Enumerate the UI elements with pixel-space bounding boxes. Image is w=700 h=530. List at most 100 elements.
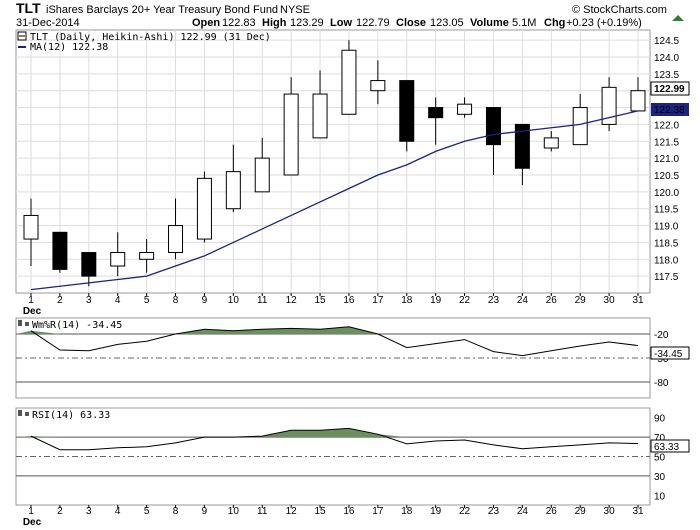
price-x-tick-label: 18 bbox=[401, 295, 413, 306]
bottom-month-label: Dec bbox=[23, 517, 42, 528]
ma-last-box bbox=[651, 103, 689, 116]
rsi-axis: 90 70 50 30 10 bbox=[654, 414, 666, 503]
candle-up bbox=[23, 214, 39, 240]
price-x-tick-label: 1 bbox=[28, 295, 34, 306]
indicator-tick-label: -20 bbox=[654, 330, 669, 341]
price-tick-label: 124.0 bbox=[654, 53, 679, 64]
price-x-tick-label: 2 bbox=[57, 295, 63, 306]
price-x-tick-label: 17 bbox=[372, 295, 384, 306]
bottom-x-tick-label: 5 bbox=[144, 506, 150, 517]
williams-r-last-label: -34.45 bbox=[654, 349, 683, 360]
price-x-tick-label: 11 bbox=[257, 295, 268, 306]
williams-r-overbought-fill bbox=[16, 326, 638, 334]
indicator-tick-label: 70 bbox=[654, 433, 666, 444]
price-x-tick-label: 12 bbox=[286, 295, 298, 306]
open-value: 122.83 bbox=[222, 17, 256, 29]
indicator-tick-label: 10 bbox=[654, 491, 666, 502]
chart-date: 31-Dec-2014 bbox=[16, 17, 80, 29]
bottom-x-tick-label: 11 bbox=[257, 506, 268, 517]
price-tick-label: 119.0 bbox=[654, 222, 679, 233]
bottom-x-tick-label: 15 bbox=[314, 506, 326, 517]
price-x-tick-label: 23 bbox=[488, 295, 500, 306]
bottom-x-tick-label: 3 bbox=[86, 506, 92, 517]
price-tick-label: 122.0 bbox=[654, 120, 679, 131]
price-x-tick-label: 29 bbox=[575, 295, 587, 306]
candle-up bbox=[254, 157, 270, 193]
ma-legend-label: MA(12) 122.38 bbox=[30, 42, 108, 53]
last-price-markers: 122.99 122.38 bbox=[650, 81, 690, 116]
brand-watermark: © StockCharts.com bbox=[572, 4, 667, 16]
candle-up bbox=[572, 107, 588, 146]
candle-up bbox=[457, 103, 473, 115]
bottom-x-tick-label: 10 bbox=[228, 506, 240, 517]
price-x-tick-label: 31 bbox=[632, 295, 644, 306]
high-value: 123.29 bbox=[290, 17, 324, 29]
bottom-x-tick-label: 4 bbox=[115, 506, 121, 517]
bottom-x-tick-label: 18 bbox=[401, 506, 413, 517]
rsi-line bbox=[30, 427, 639, 451]
candle-down bbox=[81, 252, 97, 277]
price-x-tick-label: 3 bbox=[86, 295, 92, 306]
price-x-tick-label: 22 bbox=[459, 295, 471, 306]
last-price-label: 122.99 bbox=[654, 84, 685, 95]
indicator-tick-label: 30 bbox=[654, 472, 666, 483]
price-x-tick-label: 30 bbox=[604, 295, 616, 306]
bottom-x-tick-label: 12 bbox=[286, 506, 298, 517]
bottom-x-tick-label: 1 bbox=[28, 506, 34, 517]
candle-down bbox=[52, 231, 68, 270]
volume-value: 5.1M bbox=[512, 17, 536, 29]
rsi-last-label: 63.33 bbox=[654, 442, 679, 453]
price-tick-label: 117.5 bbox=[654, 272, 679, 283]
price-tick-label: 124.5 bbox=[654, 36, 679, 47]
candle-up bbox=[168, 225, 184, 254]
exchange-label: NYSE bbox=[280, 4, 310, 16]
rsi-overbought-fill bbox=[16, 428, 638, 438]
low-label: Low bbox=[330, 17, 352, 29]
fund-name: iShares Barclays 20+ Year Treasury Bond … bbox=[46, 4, 278, 16]
bottom-x-tick-label: 9 bbox=[202, 506, 208, 517]
candle-down bbox=[399, 80, 415, 142]
close-label: Close bbox=[396, 17, 426, 29]
candle-up bbox=[370, 80, 386, 92]
candle-up bbox=[139, 252, 155, 260]
price-x-tick-label: 16 bbox=[343, 295, 355, 306]
candle-up bbox=[630, 90, 646, 112]
indicator-tick-label: 90 bbox=[654, 414, 666, 425]
candle-down bbox=[428, 107, 444, 119]
candle-up bbox=[312, 93, 328, 139]
williams-r-last-box bbox=[650, 346, 690, 360]
candle-up bbox=[225, 171, 241, 210]
price-legend-label: TLT (Daily, Heikin-Ashi) 122.99 (31 Dec) bbox=[30, 32, 271, 43]
bottom-x-tick-label: 2 bbox=[57, 506, 63, 517]
candle-up bbox=[283, 93, 299, 176]
bottom-x-tick-label: 16 bbox=[343, 506, 355, 517]
rsi-last-box bbox=[650, 439, 690, 453]
last-price-box bbox=[650, 81, 690, 96]
candle-up bbox=[196, 177, 212, 240]
price-grid bbox=[16, 30, 650, 293]
price-tick-label: 121.0 bbox=[654, 154, 679, 165]
candle-down bbox=[514, 123, 530, 169]
price-x-tick-label: 15 bbox=[314, 295, 326, 306]
change-value: +0.23 (+0.19%) bbox=[566, 17, 642, 29]
price-tick-label: 123.5 bbox=[654, 70, 679, 81]
change-label: Chg bbox=[544, 17, 565, 29]
candle-up bbox=[341, 49, 357, 115]
indicator-tick-label: 50 bbox=[654, 453, 666, 464]
price-tick-label: 118.0 bbox=[654, 255, 679, 266]
price-tick-label: 121.5 bbox=[654, 137, 679, 148]
bottom-x-tick-label: 26 bbox=[546, 506, 558, 517]
candle-down bbox=[485, 107, 501, 146]
bottom-x-tick-label: 17 bbox=[372, 506, 384, 517]
bottom-x-tick-label: 8 bbox=[173, 506, 179, 517]
price-x-axis: 1 2 3 4 5 8 9 10 11 12 15 16 17 18 19 22 23 24 26 29 30 31 bbox=[28, 293, 644, 306]
ma-last-label: 122.38 bbox=[654, 105, 685, 116]
williams-r-legend: Wm%R(14) -34.45 bbox=[32, 320, 122, 331]
close-value: 123.05 bbox=[430, 17, 464, 29]
high-label: High bbox=[262, 17, 287, 29]
price-x-tick-label: 4 bbox=[115, 295, 121, 306]
price-x-tick-label: 5 bbox=[144, 295, 150, 306]
price-tick-label: 120.0 bbox=[654, 188, 679, 199]
ma-line bbox=[30, 110, 639, 291]
